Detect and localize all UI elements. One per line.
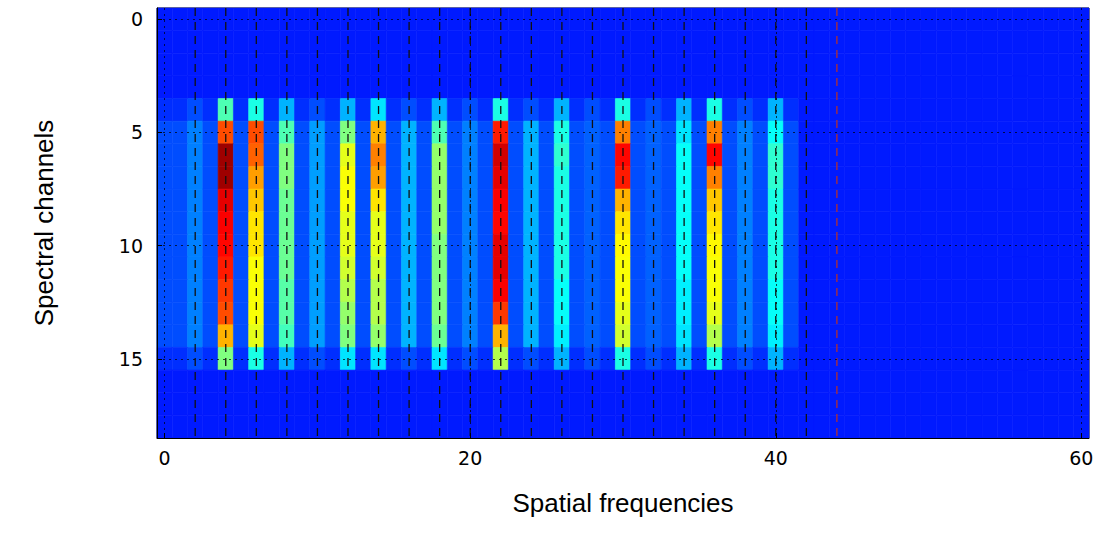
svg-text:Spectral channels: Spectral channels <box>29 120 59 327</box>
svg-text:0: 0 <box>131 8 143 30</box>
svg-text:20: 20 <box>458 447 482 469</box>
svg-text:60: 60 <box>1069 447 1093 469</box>
svg-text:40: 40 <box>764 447 788 469</box>
svg-text:Spatial frequencies: Spatial frequencies <box>512 488 733 518</box>
svg-text:10: 10 <box>119 235 143 257</box>
svg-text:15: 15 <box>119 348 143 370</box>
svg-text:5: 5 <box>131 121 143 143</box>
svg-text:0: 0 <box>159 447 171 469</box>
